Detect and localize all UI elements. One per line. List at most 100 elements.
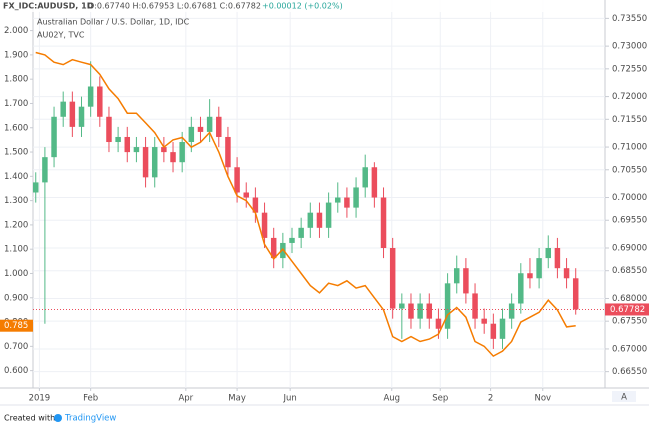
y2-tick-label: 0.900 [4, 293, 28, 303]
footer-text: Created with [4, 414, 55, 423]
y2-tick-label: 1.800 [4, 75, 28, 85]
candle-body [572, 278, 579, 310]
y2-tick-label: 1.100 [4, 245, 28, 255]
brand-logo [54, 414, 62, 422]
x-tick-label: Jun [283, 394, 297, 404]
y2-tick-label: 1.200 [4, 220, 28, 230]
candle-body [353, 187, 359, 208]
y2-tick-label: 0.600 [4, 366, 28, 376]
change: +0.00012 (+0.02%) [262, 2, 343, 11]
candle-body [298, 227, 304, 238]
x-tick-label: Feb [83, 394, 98, 404]
y2-tick-label: 1.700 [4, 99, 28, 109]
candle-body [453, 268, 460, 284]
candle-body [399, 303, 405, 309]
y2-tick-label: 1.300 [4, 196, 28, 206]
candle-body [344, 197, 350, 208]
candle-body [87, 86, 94, 107]
y-tick-label: 0.69550 [612, 216, 647, 226]
price-tag: 0.67782 [610, 305, 645, 315]
candle-body [234, 167, 240, 193]
price-tag-bg [605, 303, 649, 316]
candle-body [216, 116, 222, 137]
y2-tick-label: 2.000 [4, 26, 28, 36]
candle-body [554, 248, 561, 269]
candle-body [197, 126, 204, 132]
candle-body [426, 303, 433, 319]
candle-body [435, 318, 442, 329]
candle-body [270, 237, 277, 259]
scale-button-label[interactable]: A [621, 393, 627, 403]
candle-body [170, 152, 176, 163]
candle-body [325, 202, 332, 228]
candle-body [106, 116, 112, 143]
ohlc: O:0.67740 H:0.67953 L:0.67681 C:0.67782 [88, 2, 261, 11]
brand: TradingView [64, 414, 116, 424]
x-tick-label: Nov [534, 394, 551, 404]
y2-tick-label: 1.500 [4, 148, 28, 158]
scale-button[interactable] [612, 391, 636, 402]
candle-body [508, 303, 515, 319]
x-tick-label: Apr [178, 394, 193, 404]
candle-body [335, 197, 341, 203]
y-tick-label: 0.68000 [612, 294, 647, 304]
candle-body [289, 237, 295, 243]
candle-body [206, 116, 213, 132]
y2-tick-label: 1.600 [4, 123, 28, 133]
candle-body [389, 248, 396, 309]
candle-body [97, 86, 103, 117]
y-tick-label: 0.70000 [612, 193, 647, 203]
candle-body [225, 136, 231, 168]
y-tick-label: 0.71550 [612, 115, 647, 125]
candle-body [161, 147, 167, 153]
y-tick-label: 0.72550 [612, 64, 647, 74]
candle-body [188, 126, 195, 143]
y2-tick-label: 1.000 [4, 269, 28, 279]
series-line [35, 51, 576, 358]
candle-body [316, 212, 323, 228]
candle-body [280, 242, 286, 259]
candle-body [42, 157, 48, 183]
y2-tick-label: 1.400 [4, 172, 28, 182]
candle-body [133, 147, 140, 153]
candle-body [472, 293, 478, 319]
y-tick-label: 0.67550 [612, 317, 647, 327]
chart-title: Australian Dollar / U.S. Dollar, 1D, IDC [37, 18, 190, 27]
yield-tag-bg [0, 319, 33, 332]
x-tick-label: Sep [432, 394, 448, 404]
y-tick-label: 0.73000 [612, 42, 647, 52]
y-tick-label: 0.66550 [612, 367, 647, 377]
y-tick-label: 0.71000 [612, 143, 647, 153]
candle-body [142, 147, 149, 178]
header-bg [0, 0, 600, 12]
candle-body [362, 167, 368, 188]
candle-body [252, 197, 259, 213]
x-tick-label: 2019 [29, 394, 51, 404]
y-tick-label: 0.72000 [612, 92, 647, 102]
yield-tag: 0.785 [4, 321, 28, 331]
candle-body [78, 106, 85, 127]
y2-tick-label: 0.700 [4, 342, 28, 352]
candle-body [518, 273, 524, 304]
candle-body [481, 318, 487, 324]
candle-body [444, 283, 451, 329]
candle-body [371, 167, 378, 198]
candle-body [408, 303, 414, 319]
candle-body [536, 258, 542, 279]
candle-body [33, 182, 39, 193]
candle-body [307, 212, 314, 228]
y-tick-label: 0.69000 [612, 244, 647, 254]
candle-body [380, 197, 387, 249]
candle-body [51, 116, 57, 158]
candle-body [69, 101, 76, 127]
candle-body [151, 147, 158, 178]
candle-body [261, 212, 268, 238]
candle-body [115, 136, 121, 143]
candle-body [463, 268, 469, 294]
y-tick-label: 0.73550 [612, 14, 647, 24]
y2-tick-label: 1.900 [4, 50, 28, 60]
x-tick-label: Aug [383, 394, 400, 404]
y-tick-label: 0.70550 [612, 165, 647, 175]
